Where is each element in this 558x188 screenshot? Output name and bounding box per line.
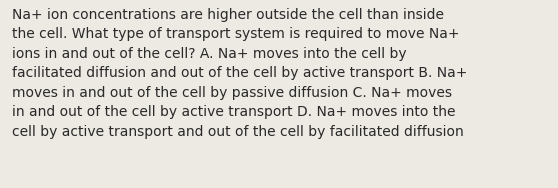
Text: Na+ ion concentrations are higher outside the cell than inside
the cell. What ty: Na+ ion concentrations are higher outsid… — [12, 8, 468, 139]
